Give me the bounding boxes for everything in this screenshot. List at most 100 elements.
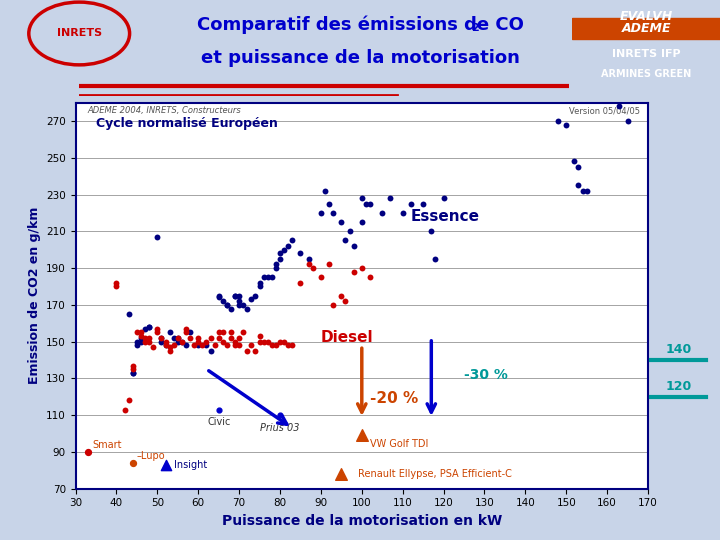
Text: 2: 2 [472, 23, 480, 33]
Text: EVALVH: EVALVH [620, 10, 672, 23]
Point [152, 325, 163, 333]
Point [287, 236, 298, 245]
Point [294, 249, 306, 258]
Point [356, 194, 367, 202]
Point [348, 267, 359, 276]
Point [319, 186, 330, 195]
Point [307, 264, 318, 272]
Point [119, 406, 130, 414]
Point [156, 334, 167, 342]
Point [135, 338, 147, 346]
Point [323, 260, 335, 269]
Point [213, 406, 225, 414]
Point [213, 328, 225, 337]
Point [135, 334, 147, 342]
Point [266, 341, 278, 349]
Point [225, 334, 237, 342]
Point [229, 338, 240, 346]
Point [217, 338, 228, 346]
Point [148, 343, 159, 352]
Point [160, 461, 171, 469]
Text: Prius 03: Prius 03 [260, 422, 300, 433]
Point [152, 233, 163, 241]
Point [552, 117, 564, 125]
Point [577, 186, 588, 195]
Point [143, 322, 155, 331]
Point [274, 338, 286, 346]
Point [254, 282, 266, 291]
Point [233, 334, 245, 342]
Point [348, 242, 359, 251]
Bar [572, 18, 720, 39]
Point [172, 334, 184, 342]
Point [274, 254, 286, 263]
Point [111, 279, 122, 287]
Point [140, 338, 151, 346]
Point [315, 273, 327, 281]
Text: Insight: Insight [174, 460, 207, 470]
Point [143, 338, 155, 346]
Point [164, 328, 176, 337]
Point [254, 279, 266, 287]
Point [364, 199, 376, 208]
Point [241, 304, 253, 313]
Point [192, 338, 204, 346]
Point [336, 218, 347, 226]
Point [262, 338, 274, 346]
Text: INRETS IFP: INRETS IFP [612, 49, 680, 59]
Point [279, 245, 290, 254]
Point [131, 338, 143, 346]
Point [176, 338, 188, 346]
Point [111, 282, 122, 291]
Point [233, 292, 245, 300]
Point [209, 341, 220, 349]
Point [364, 273, 376, 281]
Text: Essence: Essence [411, 209, 480, 224]
Point [176, 338, 188, 346]
Point [131, 328, 143, 337]
Text: ARMINES GREEN: ARMINES GREEN [601, 69, 691, 79]
Point [405, 199, 417, 208]
Point [131, 341, 143, 349]
Point [560, 120, 572, 129]
Point [168, 334, 179, 342]
Text: Comparatif des émissions de CO: Comparatif des émissions de CO [197, 15, 523, 33]
Point [217, 328, 228, 337]
Point [282, 242, 294, 251]
Point [282, 341, 294, 349]
Point [254, 332, 266, 340]
Point [356, 218, 367, 226]
Text: Version 05/04/05: Version 05/04/05 [569, 106, 640, 115]
Point [270, 341, 282, 349]
Point [287, 341, 298, 349]
Point [246, 341, 257, 349]
Point [217, 297, 228, 306]
Point [123, 396, 135, 405]
Point [82, 448, 94, 456]
Point [279, 338, 290, 346]
Text: Civic: Civic [207, 417, 230, 427]
Text: et puissance de la motorisation: et puissance de la motorisation [201, 49, 519, 66]
Point [221, 301, 233, 309]
Point [250, 347, 261, 355]
Point [418, 199, 429, 208]
Point [303, 260, 315, 269]
Point [438, 194, 449, 202]
Point [328, 208, 339, 217]
Point [143, 322, 155, 331]
Point [270, 264, 282, 272]
Point [250, 292, 261, 300]
Point [172, 338, 184, 346]
Point [572, 163, 584, 171]
Point [360, 199, 372, 208]
Point [201, 341, 212, 349]
Point [233, 301, 245, 309]
Point [221, 301, 233, 309]
Point [127, 368, 138, 377]
Point [254, 338, 266, 346]
Point [184, 334, 196, 342]
Point [266, 273, 278, 281]
Point [127, 365, 138, 374]
Point [225, 304, 237, 313]
Point [377, 208, 388, 217]
